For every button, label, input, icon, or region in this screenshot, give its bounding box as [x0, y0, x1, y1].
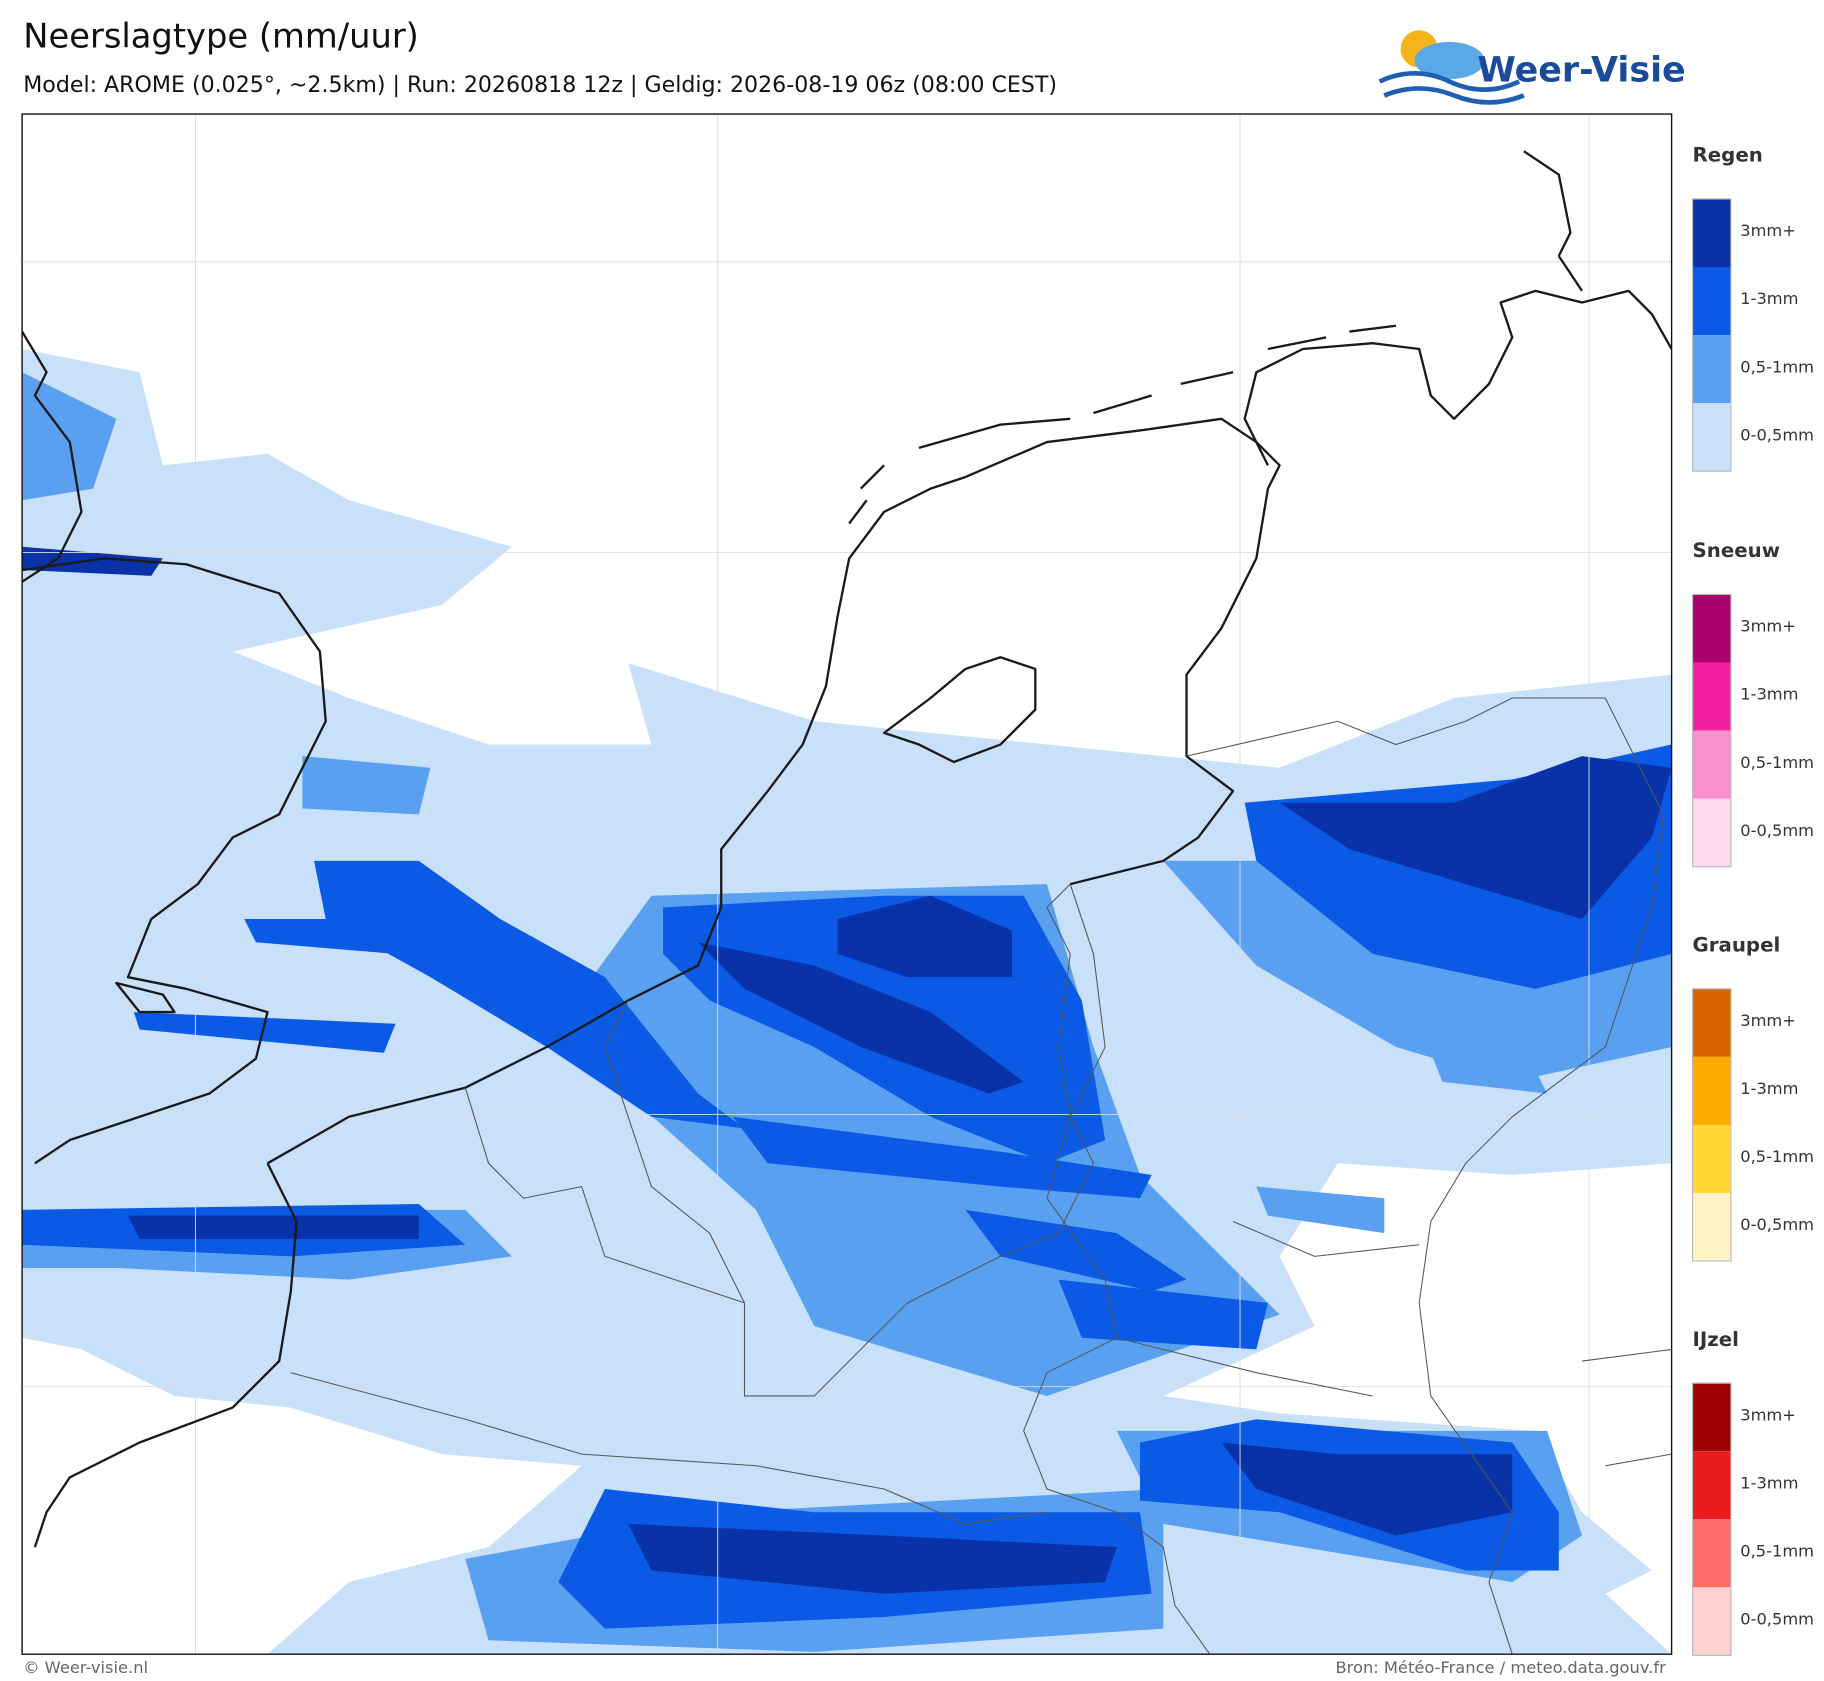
legend-label: 0,5-1mm	[1740, 1541, 1814, 1560]
legend-label: 3mm+	[1740, 617, 1796, 636]
legend-title: Graupel	[1693, 934, 1781, 957]
legend-swatch	[1692, 1587, 1731, 1656]
precip-intense	[22, 546, 1672, 1594]
legend-swatch	[1692, 1383, 1731, 1452]
legend-bar-frame	[1691, 988, 1732, 1262]
title: Neerslagtype (mm/uur)	[23, 17, 419, 56]
legend-swatch	[1692, 730, 1731, 799]
legend-bar-frame	[1691, 1382, 1732, 1656]
footer-right: Bron: Météo-France / meteo.data.gouv.fr	[1336, 1658, 1667, 1677]
legend-swatch	[1692, 988, 1731, 1057]
legend-swatch	[1692, 1056, 1731, 1125]
legend-swatch	[1692, 267, 1731, 336]
map	[22, 114, 1672, 1655]
legend-swatch	[1692, 594, 1731, 663]
legend-swatch	[1692, 198, 1731, 268]
legend-swatch	[1692, 1124, 1731, 1193]
legend-label: 1-3mm	[1740, 685, 1798, 704]
legend-label: 0-0,5mm	[1740, 1610, 1814, 1629]
legend-label: 1-3mm	[1740, 1473, 1798, 1492]
legend-bar-frame	[1691, 198, 1732, 472]
legend-swatch	[1692, 662, 1731, 731]
legend-title: Regen	[1693, 144, 1763, 167]
legend-label: 0,5-1mm	[1740, 357, 1814, 376]
legend-label: 0,5-1mm	[1740, 1147, 1814, 1166]
legend-swatch	[1692, 798, 1731, 867]
legend-swatch	[1692, 1519, 1731, 1588]
footer-left: © Weer-visie.nl	[23, 1658, 148, 1677]
legend-swatch	[1692, 1192, 1731, 1262]
legend-label: 0-0,5mm	[1740, 1215, 1814, 1234]
map-frame	[21, 113, 1673, 1655]
legend-label: 3mm+	[1740, 1011, 1796, 1030]
logo-text: Weer-Visie	[1477, 50, 1685, 90]
legend-label: 1-3mm	[1740, 1079, 1798, 1098]
legend-label: 0-0,5mm	[1740, 425, 1814, 444]
legend-label: 3mm+	[1740, 1405, 1796, 1424]
legend-label: 1-3mm	[1740, 289, 1798, 308]
legend-bar-frame	[1691, 593, 1732, 868]
borders	[290, 697, 1672, 1655]
legend-swatch	[1692, 403, 1731, 472]
logo: Weer-Visie	[1378, 30, 1686, 105]
legend: Regen 3mm+ 1-3mm 0,5-1mm 0-0,5mm Sneeuw 3mm+ 1-…	[1691, 144, 1814, 1656]
subtitle: Model: AROME (0.025°, ~2.5km) | Run: 202…	[23, 72, 1057, 98]
legend-swatch	[1692, 1451, 1731, 1520]
legend-swatch	[1692, 335, 1731, 404]
legend-title: Sneeuw	[1693, 539, 1780, 562]
legend-label: 3mm+	[1740, 221, 1796, 240]
legend-title: IJzel	[1693, 1328, 1739, 1351]
legend-label: 0-0,5mm	[1740, 821, 1814, 840]
legend-label: 0,5-1mm	[1740, 753, 1814, 772]
grid	[22, 114, 1672, 1655]
